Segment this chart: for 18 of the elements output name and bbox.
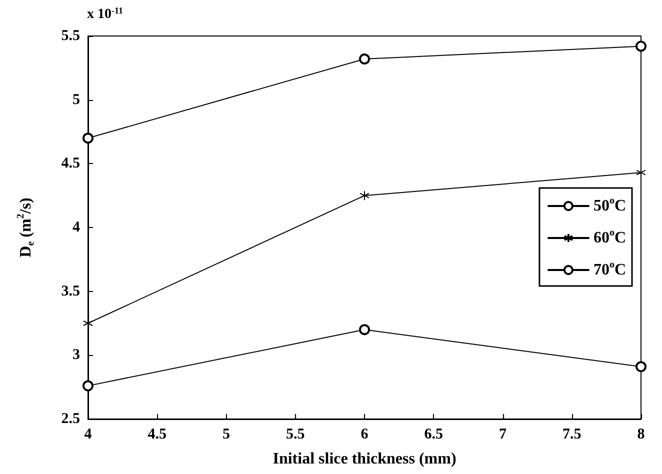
- x-tick-label: 6: [360, 426, 369, 442]
- x-axis-title: Initial slice thickness (mm): [272, 450, 456, 468]
- x-tick-label: 4.5: [148, 426, 166, 442]
- x-tick-label: 7.5: [562, 426, 582, 442]
- y-tick-label: 4.5: [61, 156, 80, 172]
- x-tick-label: 5.5: [286, 426, 305, 442]
- y-tick-label: 2.5: [61, 411, 80, 427]
- y-tick-label: 3.5: [61, 283, 80, 300]
- y-axis-title: De (m2/s): [16, 198, 36, 258]
- y-tick-label: 5: [72, 92, 80, 108]
- x-tick-label: 7: [499, 426, 507, 442]
- x-tick-label: 4: [84, 426, 92, 442]
- y-tick-label: 4: [72, 220, 80, 236]
- y-tick-label: 3: [72, 347, 80, 364]
- x-tick-label: 8: [637, 426, 645, 442]
- y-tick-label: 5.5: [61, 28, 80, 44]
- x-tick-label: 6.5: [424, 426, 443, 442]
- x-tick-label: 5: [222, 426, 230, 442]
